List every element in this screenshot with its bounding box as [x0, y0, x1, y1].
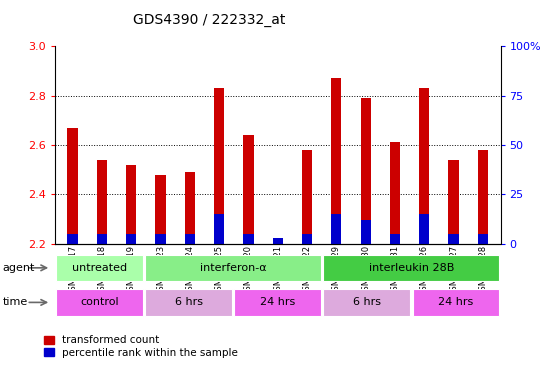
- Bar: [56, 255, 143, 281]
- Text: GDS4390 / 222332_at: GDS4390 / 222332_at: [133, 13, 285, 27]
- Bar: [478, 234, 488, 244]
- Bar: [156, 234, 166, 244]
- Text: 24 hrs: 24 hrs: [260, 297, 295, 308]
- Bar: [323, 255, 499, 281]
- Bar: [331, 78, 342, 244]
- Text: untreated: untreated: [72, 263, 127, 273]
- Text: control: control: [80, 297, 119, 308]
- Bar: [126, 165, 136, 244]
- Bar: [56, 289, 143, 316]
- Bar: [448, 234, 459, 244]
- Bar: [448, 160, 459, 244]
- Bar: [97, 160, 107, 244]
- Bar: [419, 214, 430, 244]
- Bar: [390, 142, 400, 244]
- Bar: [361, 220, 371, 244]
- Text: 6 hrs: 6 hrs: [175, 297, 202, 308]
- Bar: [97, 234, 107, 244]
- Text: agent: agent: [3, 263, 35, 273]
- Text: 6 hrs: 6 hrs: [353, 297, 381, 308]
- Bar: [126, 234, 136, 244]
- Bar: [390, 234, 400, 244]
- Bar: [145, 255, 321, 281]
- Bar: [145, 289, 232, 316]
- Bar: [302, 234, 312, 244]
- Bar: [185, 234, 195, 244]
- Bar: [419, 88, 430, 244]
- Bar: [273, 238, 283, 244]
- Bar: [331, 214, 342, 244]
- Bar: [302, 150, 312, 244]
- Bar: [214, 214, 224, 244]
- Bar: [243, 234, 254, 244]
- Bar: [156, 175, 166, 244]
- Bar: [243, 135, 254, 244]
- Bar: [214, 88, 224, 244]
- Bar: [68, 234, 78, 244]
- Bar: [412, 289, 499, 316]
- Bar: [323, 289, 410, 316]
- Text: time: time: [3, 297, 28, 308]
- Bar: [234, 289, 321, 316]
- Bar: [273, 242, 283, 244]
- Text: interferon-α: interferon-α: [200, 263, 267, 273]
- Bar: [185, 172, 195, 244]
- Text: 24 hrs: 24 hrs: [438, 297, 474, 308]
- Bar: [361, 98, 371, 244]
- Bar: [478, 150, 488, 244]
- Bar: [68, 127, 78, 244]
- Legend: transformed count, percentile rank within the sample: transformed count, percentile rank withi…: [43, 336, 238, 358]
- Text: interleukin 28B: interleukin 28B: [368, 263, 454, 273]
